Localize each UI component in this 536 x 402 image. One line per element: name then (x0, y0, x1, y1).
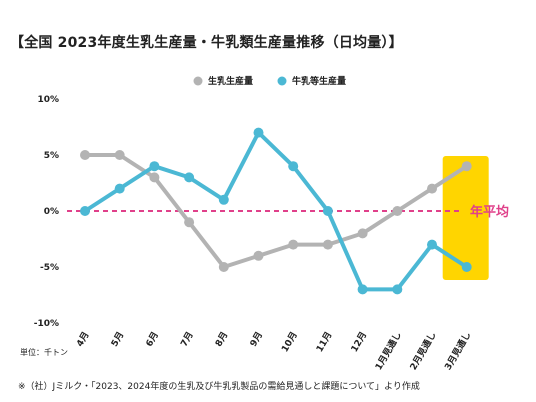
x-tick-label: 5月 (109, 330, 126, 349)
data-point (149, 172, 160, 183)
x-tick-label: 1月見通し (372, 330, 404, 373)
source-note: ※（社）Jミルク・「2023、2024年度の生乳及び牛乳乳製品の需給見通しと課題… (18, 382, 420, 392)
y-tick-label: 5% (44, 151, 59, 161)
data-point (253, 250, 264, 261)
data-point (461, 161, 472, 172)
x-tick-label: 8月 (213, 330, 230, 349)
data-point (114, 150, 125, 160)
y-tick-label: 0% (44, 207, 59, 217)
legend-marker (277, 76, 287, 86)
legend-label: 牛乳等生産量 (292, 75, 346, 87)
legend-label: 生乳生産量 (208, 75, 253, 87)
y-tick-label: -5% (40, 263, 59, 273)
chart-title: 【全国 2023年度生乳生産量・牛乳類生産量推移（日均量）】 (10, 35, 403, 51)
x-tick-label: 10月 (280, 330, 300, 354)
data-point (184, 172, 195, 183)
data-point (288, 239, 299, 250)
data-point (392, 206, 403, 216)
x-tick-label: 6月 (144, 330, 161, 349)
data-point (184, 217, 195, 228)
data-point (218, 194, 229, 205)
data-point (427, 239, 437, 250)
x-tick-label: 7月 (179, 330, 196, 349)
highlight-box (442, 156, 489, 280)
series-line (83, 153, 469, 269)
data-point (80, 206, 90, 216)
data-point (218, 262, 229, 272)
data-point (357, 228, 368, 239)
series-line (83, 130, 469, 292)
data-point (322, 206, 333, 216)
x-tick-label: 11月 (314, 330, 334, 354)
data-point (461, 262, 472, 272)
x-tick-label: 3月見通し (442, 330, 474, 373)
data-point (149, 161, 160, 172)
data-point (322, 239, 333, 250)
y-tick-label: 10% (37, 95, 59, 105)
x-tick-label: 2月見通し (407, 330, 439, 373)
unit-note: 単位：千トン (20, 348, 68, 357)
data-point (357, 284, 368, 295)
data-point (114, 183, 125, 194)
y-tick-label: -10% (34, 319, 59, 329)
x-tick-label: 12月 (349, 330, 369, 354)
data-point (288, 161, 299, 172)
data-point (253, 127, 264, 138)
average-label: 年平均 (470, 204, 509, 220)
x-tick-label: 9月 (248, 330, 265, 349)
data-point (80, 150, 90, 160)
legend-marker (193, 76, 203, 86)
data-point (392, 284, 403, 295)
x-tick-label: 4月 (74, 330, 91, 349)
data-point (427, 183, 437, 194)
